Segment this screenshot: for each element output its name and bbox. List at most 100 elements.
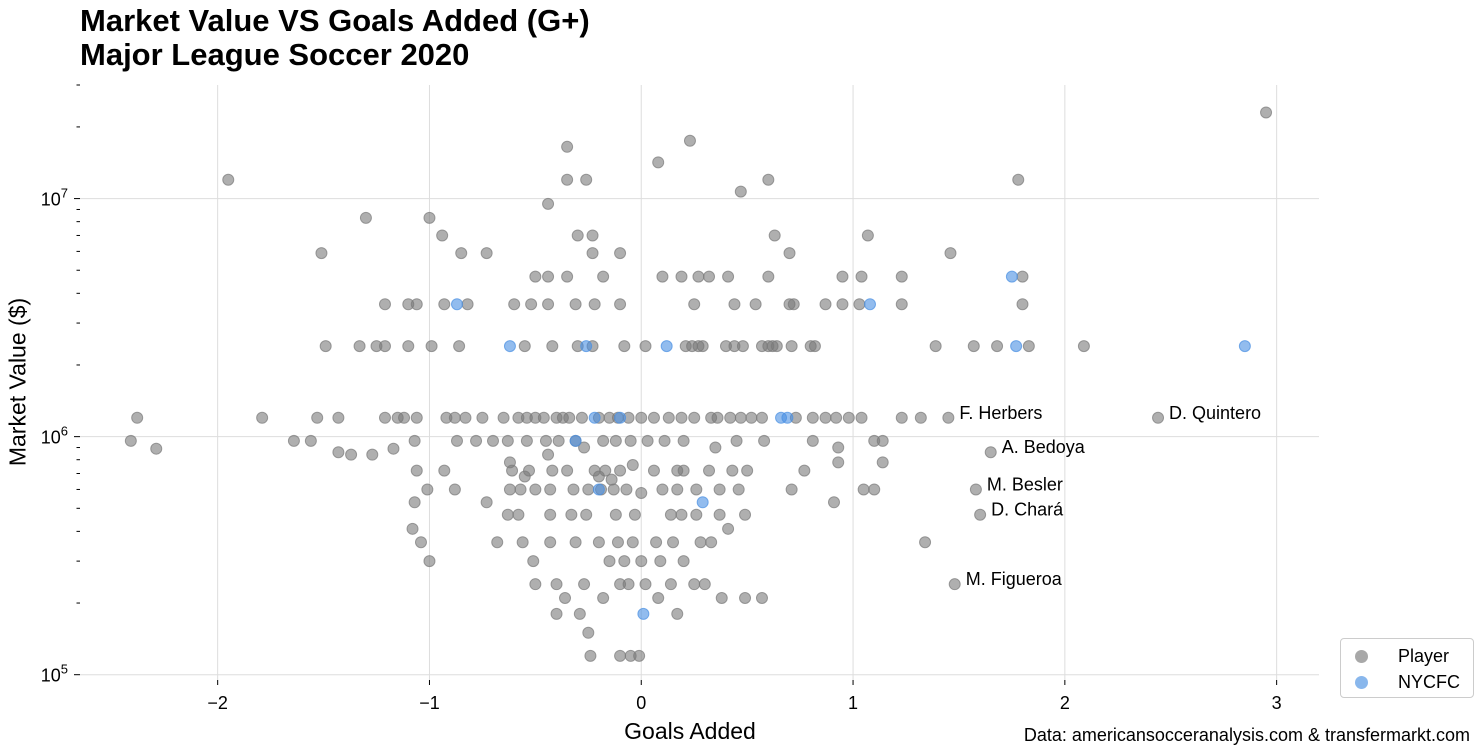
player-point [647, 411, 660, 424]
player-point [450, 434, 463, 447]
player-point [622, 578, 635, 591]
player-point [222, 173, 235, 186]
player-point [658, 434, 671, 447]
player-point [366, 448, 379, 461]
player-point [378, 298, 391, 311]
player-point [332, 446, 345, 459]
player-point [592, 536, 605, 549]
player-point [378, 340, 391, 353]
player-point [567, 483, 580, 496]
player-point [614, 649, 627, 662]
player-point [563, 411, 576, 424]
player-point [783, 247, 796, 260]
player-point [662, 411, 675, 424]
player-point [836, 298, 849, 311]
player-point [402, 340, 415, 353]
player-point [580, 508, 593, 521]
nycfc-point [592, 483, 605, 496]
player-point [806, 434, 819, 447]
player-point [529, 270, 542, 283]
player-point [1022, 340, 1035, 353]
player-point [635, 486, 648, 499]
player-point [578, 578, 591, 591]
player-point [607, 483, 620, 496]
player-point [508, 298, 521, 311]
player-point [410, 464, 423, 477]
player-point [974, 508, 987, 521]
player-point [520, 434, 533, 447]
player-point [722, 270, 735, 283]
player-point [578, 441, 591, 454]
player-point [438, 464, 451, 477]
player-point [635, 411, 648, 424]
player-point [762, 173, 775, 186]
player-point [603, 555, 616, 568]
player-point [315, 247, 328, 260]
player-point [408, 434, 421, 447]
player-point [501, 508, 514, 521]
nycfc-point [569, 434, 582, 447]
player-point [592, 470, 605, 483]
nycfc-point [696, 496, 709, 509]
nycfc-point [781, 411, 794, 424]
player-point [1016, 298, 1029, 311]
player-point [353, 340, 366, 353]
player-point [895, 270, 908, 283]
player-point [724, 411, 737, 424]
legend-marker-player [1355, 649, 1368, 663]
player-point [626, 459, 639, 472]
player-point [448, 411, 461, 424]
player-point [569, 298, 582, 311]
player-point [785, 483, 798, 496]
player-point [438, 298, 451, 311]
player-point [609, 508, 622, 521]
player-point [690, 508, 703, 521]
player-annotation: D. Quintero [1169, 403, 1261, 423]
nycfc-point [588, 411, 601, 424]
player-point [671, 483, 684, 496]
player-point [692, 270, 705, 283]
player-point [853, 298, 866, 311]
player-point [739, 508, 752, 521]
legend: Player NYCFC [1340, 638, 1474, 698]
legend-label-player: Player [1398, 645, 1450, 666]
player-point [406, 522, 419, 535]
player-point [537, 411, 550, 424]
player-point [597, 434, 610, 447]
player-point [506, 464, 519, 477]
player-point [448, 483, 461, 496]
nycfc-point [1010, 340, 1023, 353]
player-point [726, 464, 739, 477]
player-point [713, 508, 726, 521]
x-tick-label: 1 [848, 693, 858, 713]
player-point [991, 340, 1004, 353]
player-annotation: F. Herbers [959, 403, 1042, 423]
player-point [628, 508, 641, 521]
player-point [459, 411, 472, 424]
player-point [626, 536, 639, 549]
player-point [582, 483, 595, 496]
player-point [487, 434, 499, 447]
player-point [677, 464, 690, 477]
player-point [675, 411, 688, 424]
player-point [436, 229, 449, 242]
player-point [929, 340, 942, 353]
player-point [836, 270, 849, 283]
player-point [806, 411, 819, 424]
player-point [1012, 173, 1025, 186]
y-axis-label: Market Value ($) [4, 297, 31, 467]
player-point [398, 411, 411, 424]
player-point [408, 496, 421, 509]
player-point [503, 483, 516, 496]
player-point [512, 508, 525, 521]
player-point [1077, 340, 1090, 353]
player-point [703, 270, 716, 283]
player-point [967, 340, 980, 353]
player-point [423, 555, 436, 568]
player-point [597, 591, 610, 604]
player-point [573, 607, 586, 620]
player-point [332, 411, 345, 424]
player-point [304, 434, 317, 447]
y-tick-label: 106 [41, 424, 68, 448]
